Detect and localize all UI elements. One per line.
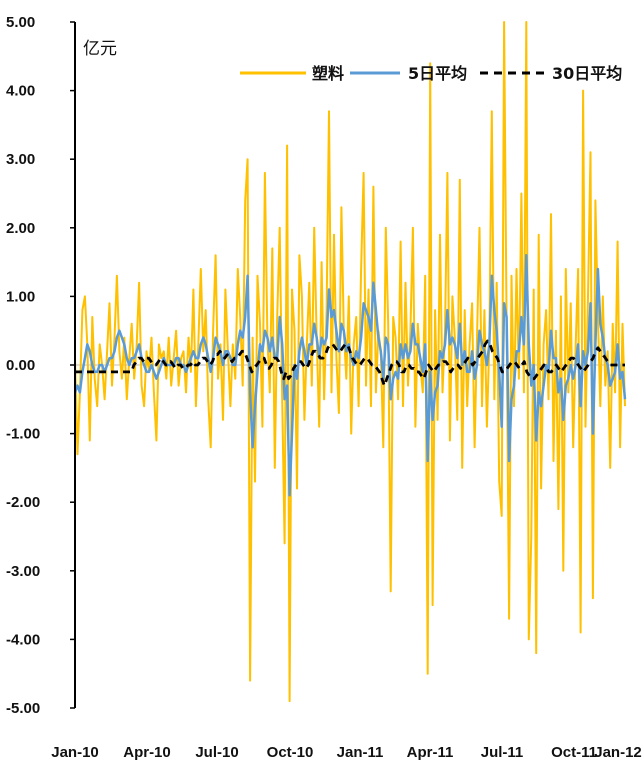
x-tick-label: Oct-11: [551, 744, 597, 761]
x-ticks: Jan-10 Apr-10 Jul-10 Oct-10 Jan-11 Apr-11 Jul-…: [51, 744, 642, 761]
x-tick-label: Oct-10: [267, 744, 314, 761]
x-tick-label: Apr-11: [407, 744, 454, 761]
plot-series: [73, 21, 627, 703]
x-tick-label: Jul-11: [481, 744, 524, 761]
y-axis: 5.00 4.00 3.00 2.00 1.00 0.00 -1.00 -2.00 -3.00 -…: [6, 14, 76, 717]
y-tick-label: -5.00: [6, 700, 40, 717]
unit-label: 亿元: [83, 39, 117, 59]
x-tick-label: Jan-10: [51, 744, 99, 761]
legend-label-3: 30日平均: [552, 64, 622, 83]
y-tick-label: -4.00: [6, 631, 40, 648]
y-tick-label: 1.00: [6, 288, 35, 305]
y-tick-label: -1.00: [6, 426, 40, 443]
x-tick-label: Jan-12: [594, 744, 642, 761]
x-tick-label: Apr-10: [123, 744, 171, 761]
y-tick-label: 5.00: [6, 14, 35, 31]
x-tick-label: Jan-11: [337, 744, 384, 761]
legend-label-2: 5日平均: [408, 64, 467, 83]
y-ticks: 5.00 4.00 3.00 2.00 1.00 0.00 -1.00 -2.00 -3.00 -…: [6, 14, 75, 717]
y-tick-label: 0.00: [6, 357, 35, 374]
legend: 塑料 5日平均 30日平均: [240, 64, 622, 83]
y-tick-label: 2.00: [6, 220, 35, 237]
x-axis: Jan-10 Apr-10 Jul-10 Oct-10 Jan-11 Apr-11 Jul-…: [51, 744, 642, 761]
y-tick-label: 3.00: [6, 151, 35, 168]
y-tick-label: -2.00: [6, 494, 40, 511]
legend-label-1: 塑料: [312, 64, 344, 83]
series-line-1: [74, 21, 626, 703]
series-line-3: [75, 339, 625, 388]
x-tick-label: Jul-10: [195, 744, 238, 761]
y-tick-label: 4.00: [6, 83, 35, 100]
y-tick-label: -3.00: [6, 563, 40, 580]
